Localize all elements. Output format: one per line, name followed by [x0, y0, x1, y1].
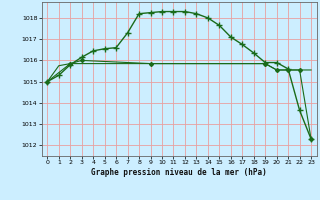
X-axis label: Graphe pression niveau de la mer (hPa): Graphe pression niveau de la mer (hPa) — [91, 168, 267, 177]
